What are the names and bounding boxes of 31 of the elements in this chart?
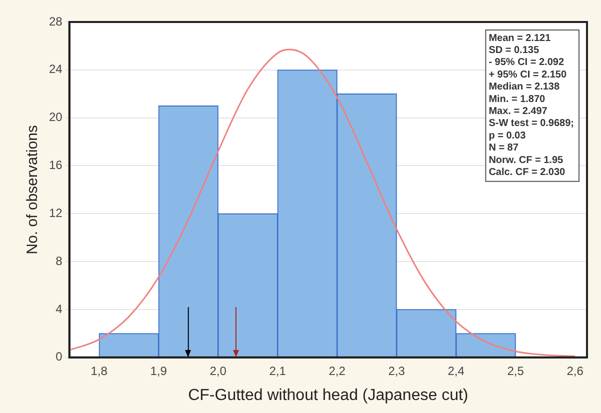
x-tick-label: 2,2 [328, 364, 346, 378]
annotation: Norw. CF = 1.95 [488, 154, 564, 166]
annotation: Max. = 2.497 [488, 106, 548, 117]
annotation: - 95% CI = 2.092 [488, 57, 564, 68]
annotation: + 95% CI = 2.150 [488, 69, 567, 80]
y-tick-label: 20 [48, 110, 63, 124]
annotation: Min. = 1.870 [488, 94, 546, 105]
x-tick-label: 2,3 [388, 364, 406, 378]
y-tick-label: 16 [48, 158, 63, 172]
y-tick-label: 12 [48, 206, 63, 220]
x-tick-label: 1,9 [150, 364, 168, 378]
annotation: SD = 0.135 [488, 44, 540, 56]
y-tick-label: 8 [56, 254, 63, 268]
x-tick-label: 2,6 [566, 364, 584, 378]
x-tick-label: 2,4 [448, 364, 465, 378]
x-tick-label: 2,0 [210, 364, 227, 378]
x-axis-title: CF-Gutted without head (Japanese cut) [188, 386, 468, 404]
annotation: N = 87 [488, 142, 519, 154]
annotation: Calc. CF = 2.030 [488, 166, 566, 178]
x-tick-label: 2,1 [269, 364, 286, 378]
y-tick-label: 24 [48, 62, 63, 76]
x-tick-label: 1,8 [90, 364, 108, 378]
annotation: Median = 2.138 [488, 82, 560, 93]
annotation: S-W test = 0.9689; [488, 118, 574, 130]
x-tick-label: 2,5 [507, 364, 524, 378]
y-axis-title: No. of observations [24, 125, 42, 254]
annotation: p = 0.03 [488, 130, 526, 142]
y-tick-label: 28 [48, 14, 63, 28]
annotation: Mean = 2.121 [488, 32, 552, 44]
y-tick-label: 0 [56, 350, 63, 364]
y-tick-label: 4 [56, 302, 63, 316]
